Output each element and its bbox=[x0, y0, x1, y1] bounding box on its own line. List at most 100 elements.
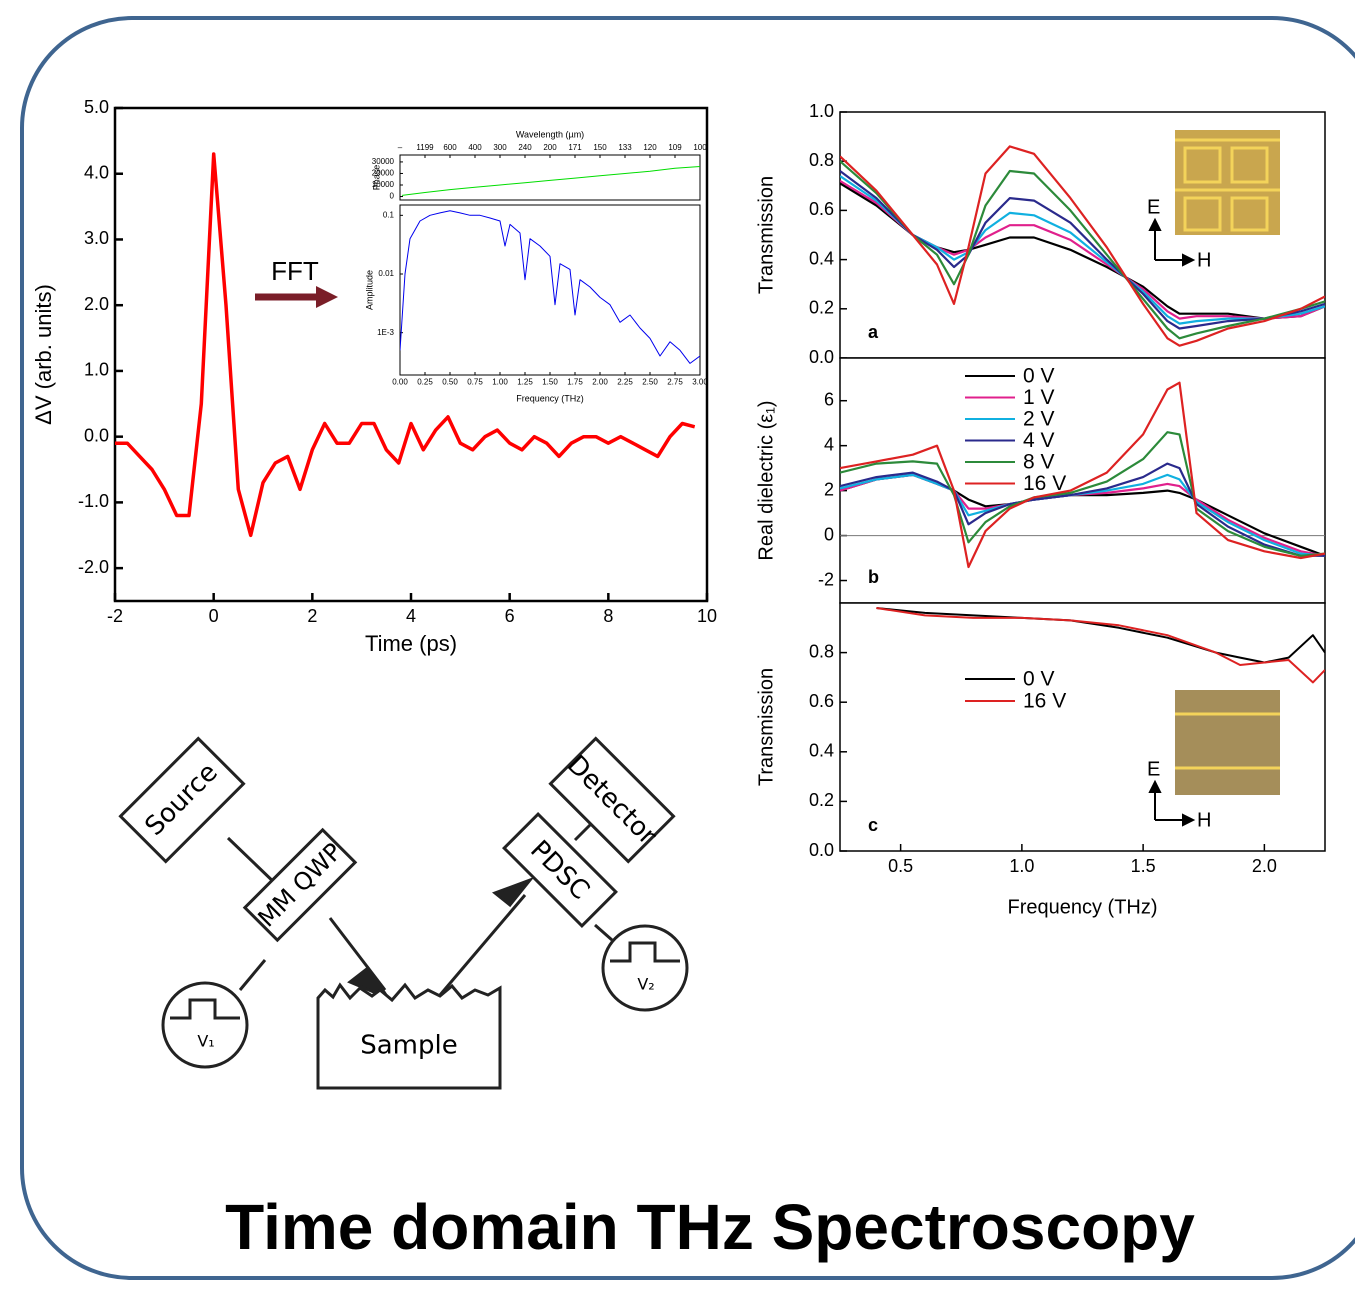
node-label: Sample bbox=[360, 1031, 458, 1061]
legend-label: 16 V bbox=[1023, 690, 1066, 713]
annotation: FFT bbox=[271, 256, 319, 286]
y-tick-label: -1.0 bbox=[78, 491, 109, 511]
y-tick-label: 0.8 bbox=[809, 641, 834, 661]
y-tick-label: 0 bbox=[390, 192, 395, 201]
x2-tick-label: – bbox=[398, 143, 403, 152]
x-tick-label: 2 bbox=[307, 606, 317, 626]
y-tick-label: 0.2 bbox=[809, 790, 834, 810]
data-line bbox=[115, 152, 696, 538]
x-tick-label: 10 bbox=[697, 606, 717, 626]
panel-label: c bbox=[868, 815, 878, 835]
x2-tick-label: 109 bbox=[668, 143, 682, 152]
node-label: V₁ bbox=[197, 1032, 214, 1051]
x-tick-label: 0.75 bbox=[467, 377, 483, 386]
x-tick-label: 6 bbox=[505, 606, 515, 626]
x2-tick-label: 120 bbox=[643, 143, 657, 152]
data-line bbox=[840, 145, 1325, 347]
x-tick-label: 3.00 bbox=[692, 377, 708, 386]
x2-axis-label: Wavelength (µm) bbox=[516, 129, 584, 139]
x-tick-label: 0.00 bbox=[392, 377, 408, 386]
y-tick-label: 0.1 bbox=[383, 210, 395, 219]
data-line bbox=[401, 166, 700, 196]
x-tick-label: 1.00 bbox=[492, 377, 508, 386]
y-tick-label: -2.0 bbox=[78, 557, 109, 577]
x2-tick-label: 300 bbox=[493, 143, 507, 152]
film-inset bbox=[1175, 690, 1280, 795]
y-tick-label: 0.8 bbox=[809, 150, 834, 170]
x-tick-label: 0 bbox=[209, 606, 219, 626]
legend-label: 0 V bbox=[1023, 365, 1055, 388]
x-tick-label: 4 bbox=[406, 606, 416, 626]
data-line bbox=[840, 170, 1325, 330]
x2-tick-label: 200 bbox=[543, 143, 557, 152]
x2-tick-label: 240 bbox=[518, 143, 532, 152]
x-tick-label: 2.00 bbox=[592, 377, 608, 386]
x-tick-label: 2.75 bbox=[667, 377, 683, 386]
x-tick-label: 0.50 bbox=[442, 377, 458, 386]
y-tick-label: 0.01 bbox=[378, 269, 394, 278]
y-tick-label: 6 bbox=[824, 389, 834, 409]
x-axis-label: Frequency (THz) bbox=[1007, 896, 1157, 918]
data-line bbox=[840, 381, 1325, 569]
x-tick-label: 0.5 bbox=[888, 856, 913, 876]
data-line bbox=[876, 607, 1325, 664]
y-tick-label: 1E-3 bbox=[377, 328, 394, 337]
x-tick-label: 1.75 bbox=[567, 377, 583, 386]
y-tick-label: 2.0 bbox=[84, 294, 109, 314]
x-tick-label: 2.50 bbox=[642, 377, 658, 386]
y-tick-label: 0.4 bbox=[809, 741, 834, 761]
plot-frame bbox=[839, 357, 1326, 604]
x-tick-label: 1.5 bbox=[1131, 856, 1156, 876]
y-tick-label: 1.0 bbox=[809, 101, 834, 121]
x2-tick-label: 1199 bbox=[416, 143, 434, 152]
x-tick-label: 1.25 bbox=[517, 377, 533, 386]
e-label: E bbox=[1147, 196, 1160, 218]
data-line bbox=[400, 210, 700, 364]
data-line bbox=[840, 175, 1325, 325]
y-tick-label: 0.0 bbox=[84, 425, 109, 445]
y-tick-label: 0.2 bbox=[809, 298, 834, 318]
x2-tick-label: 100 bbox=[693, 143, 707, 152]
legend-label: 1 V bbox=[1023, 386, 1055, 409]
plot-frame bbox=[399, 204, 701, 376]
srr-pattern bbox=[1175, 138, 1280, 232]
x-tick-label: -2 bbox=[107, 606, 123, 626]
panel-label: b bbox=[868, 567, 879, 587]
legend-label: 4 V bbox=[1023, 429, 1055, 452]
y-tick-label: 5.0 bbox=[84, 97, 109, 117]
x-tick-label: 1.0 bbox=[1009, 856, 1034, 876]
y-tick-label: 4 bbox=[824, 434, 834, 454]
x2-tick-label: 171 bbox=[568, 143, 582, 152]
x-tick-label: 2.0 bbox=[1252, 856, 1277, 876]
y-tick-label: 0.6 bbox=[809, 691, 834, 711]
x-tick-label: 0.25 bbox=[417, 377, 433, 386]
y-tick-label: 10000 bbox=[372, 180, 395, 189]
node-label: V₂ bbox=[637, 975, 654, 994]
x-tick-label: 1.50 bbox=[542, 377, 558, 386]
y-axis-label: Transmission bbox=[755, 176, 777, 294]
legend-label: 16 V bbox=[1023, 472, 1066, 495]
setup-diagram bbox=[118, 736, 689, 1090]
x2-tick-label: 133 bbox=[618, 143, 632, 152]
y-axis-label: ΔV (arb. units) bbox=[31, 284, 56, 425]
y-tick-label: 30000 bbox=[372, 157, 395, 166]
legend-label: 8 V bbox=[1023, 451, 1055, 474]
data-line bbox=[840, 431, 1325, 557]
y-tick-label: 0.4 bbox=[809, 248, 834, 268]
y-tick-label: 0.6 bbox=[809, 199, 834, 219]
y-axis-label: Phase bbox=[371, 165, 381, 191]
legend-label: 0 V bbox=[1023, 668, 1055, 691]
y-tick-label: 0.0 bbox=[809, 347, 834, 367]
x-axis-label: Time (ps) bbox=[365, 631, 457, 656]
y-tick-label: 1.0 bbox=[84, 360, 109, 380]
y-axis-label: Transmission bbox=[755, 668, 777, 786]
y-tick-label: 0 bbox=[824, 524, 834, 544]
x-axis-label: Frequency (THz) bbox=[516, 393, 584, 403]
plot-frame bbox=[399, 154, 701, 201]
y-tick-label: 20000 bbox=[372, 169, 395, 178]
data-line bbox=[840, 160, 1325, 340]
y-tick-label: -2 bbox=[818, 569, 834, 589]
x-tick-label: 2.25 bbox=[617, 377, 633, 386]
